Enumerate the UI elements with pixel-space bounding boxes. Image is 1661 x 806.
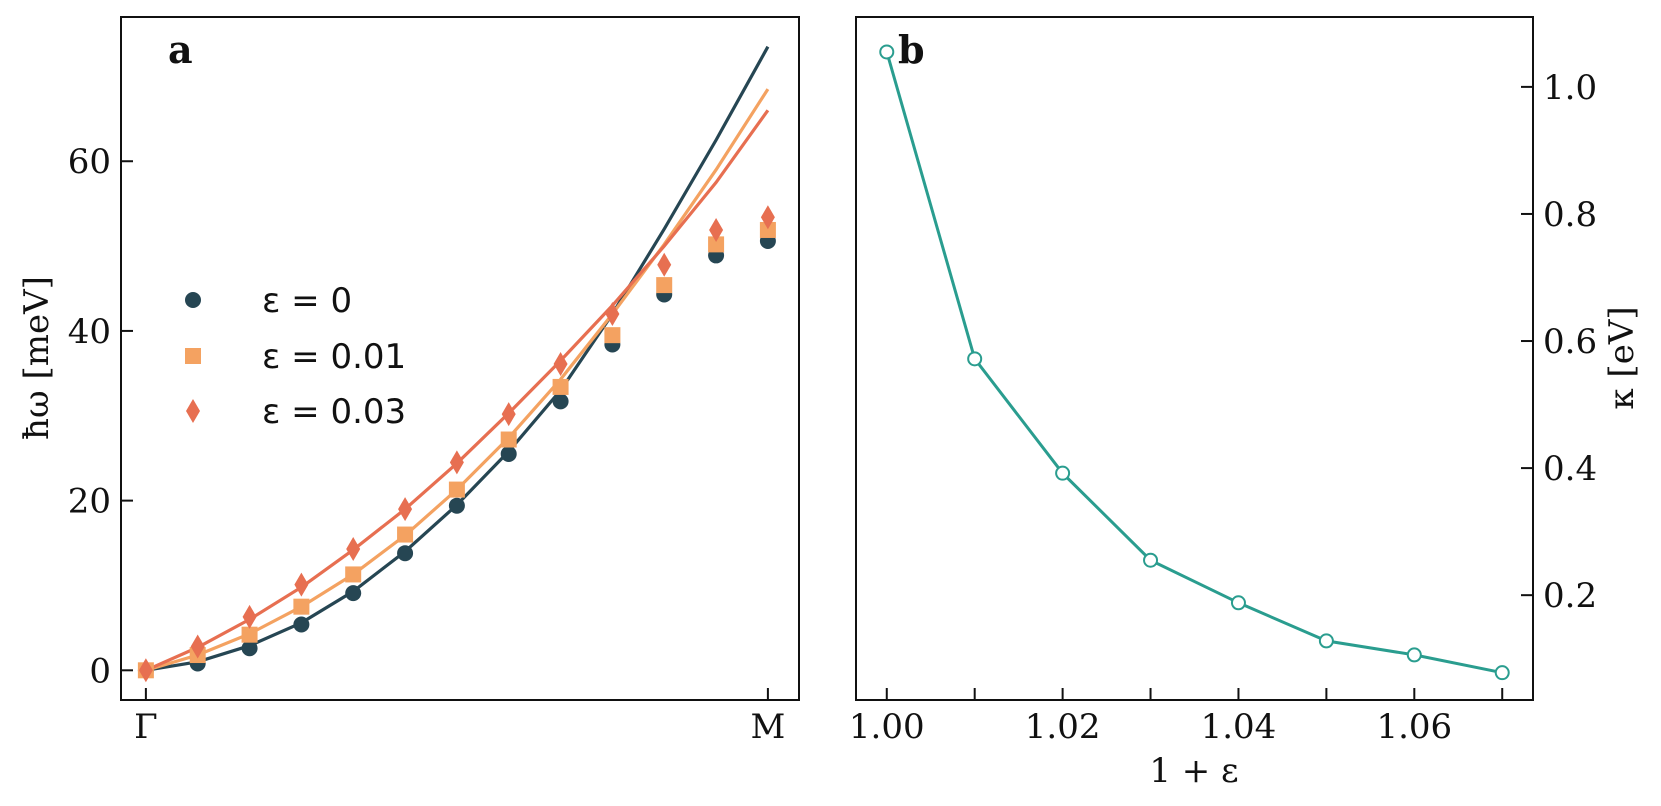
panel-a-x-tick-label: M	[750, 707, 785, 747]
panel-b-point	[1494, 665, 1510, 681]
legend-label-1: ε = 0.01	[262, 337, 406, 377]
panel-b-x-tick-label: 1.02	[1025, 707, 1101, 747]
panel-a-x-tick-label: Γ	[134, 707, 158, 747]
panel-a-point-2	[190, 634, 205, 659]
panel-a-point-2	[760, 205, 775, 230]
panel-a-point-2	[346, 536, 361, 561]
legend-marker-2	[186, 399, 200, 423]
panel-a-point-2	[605, 301, 620, 326]
panel-a-point-1	[759, 221, 776, 238]
panel-b-x-tick-label: 1.06	[1376, 707, 1452, 747]
panel-b-x-tick-label: 1.00	[849, 707, 925, 747]
panel-a-label: a	[168, 27, 193, 72]
panel-b-point	[1055, 465, 1071, 481]
panel-b-frame	[855, 16, 1534, 701]
panel-a-point-2	[449, 450, 464, 475]
panel-b-x-tick-label: 1.04	[1201, 707, 1277, 747]
panel-a-point-2	[398, 497, 413, 522]
panel-a-point-2	[138, 658, 153, 683]
panel-a-point-2	[242, 604, 257, 629]
panel-a-point-0	[448, 497, 465, 514]
panel-a-y-tick-label: 20	[68, 482, 111, 522]
panel-b-y-tick-label: 0.4	[1543, 449, 1597, 489]
panel-a-y-tick-label: 60	[68, 142, 111, 182]
panel-a-point-2	[657, 252, 672, 277]
panel-b-point	[1143, 552, 1159, 568]
panel-a-ticks: 0 20 40 60 Γ M	[68, 142, 786, 747]
panel-b-y-axis-title: κ [eV]	[1602, 306, 1642, 409]
panel-a-y-tick-label: 40	[68, 312, 111, 352]
panel-b-point	[1318, 633, 1334, 649]
panel-b-label: b	[898, 27, 925, 72]
panel-a-frame	[120, 16, 800, 701]
panel-a-point-0	[552, 393, 569, 410]
panel-a-point-1	[604, 327, 621, 344]
panel-a-y-axis-title: ħω [meV]	[17, 276, 57, 440]
panel-a-point-2	[501, 402, 516, 427]
panel-a-data-points	[137, 205, 776, 683]
panel-a-point-0	[397, 545, 414, 562]
legend-marker-0	[185, 292, 201, 308]
panel-a-point-0	[293, 616, 310, 633]
panel-a-point-1	[708, 236, 725, 253]
panel-b-y-tick-label: 0.8	[1543, 195, 1597, 235]
panel-b-plot-area	[856, 17, 1533, 700]
panel-a-point-1	[345, 566, 362, 583]
panel-a-point-1	[500, 431, 517, 448]
panel-a-point-1	[656, 277, 673, 294]
panel-b-x-axis-title: 1 + ε	[1149, 751, 1238, 791]
panel-b-line	[885, 51, 1503, 675]
panel-a-point-2	[553, 352, 568, 377]
panel-b: 1.00 1.02 1.04 1.060.20.40.60.81.0 b 1 + ε …	[849, 16, 1642, 791]
panel-a-point-1	[397, 526, 414, 543]
panel-b-point	[879, 44, 895, 60]
panel-b-point	[1406, 647, 1422, 663]
panel-b-series	[879, 44, 1510, 681]
panel-b-y-tick-label: 0.6	[1543, 322, 1597, 362]
panel-a-y-tick-label: 0	[89, 651, 111, 691]
legend-marker-1	[185, 348, 201, 364]
panel-b-point	[967, 351, 983, 367]
panel-a-point-1	[293, 598, 310, 615]
panel-b-y-tick-label: 0.2	[1543, 576, 1597, 616]
panel-a-point-0	[241, 640, 258, 657]
panel-a-legend: ε = 0 ε = 0.01 ε = 0.03	[185, 281, 406, 432]
legend-label-2: ε = 0.03	[262, 392, 406, 432]
panel-a-point-2	[709, 217, 724, 242]
legend-label-0: ε = 0	[262, 281, 352, 321]
panel-a-point-2	[294, 572, 309, 597]
panel-b-ticks: 1.00 1.02 1.04 1.06 0.2 0.4 0.6 0.8 1.0	[849, 68, 1597, 747]
panel-a-point-1	[552, 378, 569, 395]
panel-a-plot-area	[121, 17, 799, 700]
panel-a-point-1	[448, 481, 465, 498]
panel-b-point	[1230, 595, 1246, 611]
panel-a-point-0	[500, 445, 517, 462]
panel-a-point-1	[241, 626, 258, 643]
panel-b-y-tick-label: 1.0	[1543, 68, 1597, 108]
panel-a-point-0	[345, 585, 362, 602]
panel-a: 0 20 40 60 Γ M a ħω [meV] ε = 0 ε = 0.01 ε = 0.…	[17, 16, 800, 747]
